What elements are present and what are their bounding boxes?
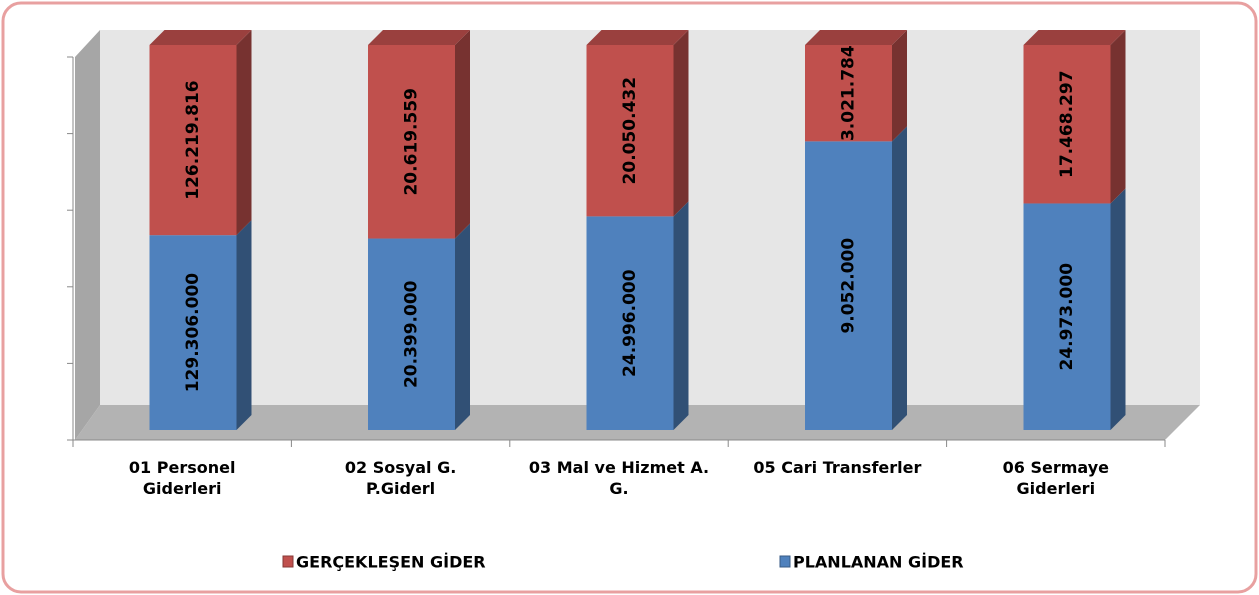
legend-label: PLANLANAN GİDER <box>793 553 964 572</box>
x-tick-label: 01 Personel Giderleri <box>128 458 236 498</box>
data-label: 3.021.784 <box>839 45 859 141</box>
data-label: 17.468.297 <box>1057 70 1077 178</box>
bar-side <box>236 30 252 236</box>
bar-front <box>586 45 674 217</box>
bar-side <box>1110 30 1126 204</box>
bar-side <box>455 30 470 239</box>
bar-segment <box>1023 30 1126 204</box>
data-label: 20.399.000 <box>402 280 422 388</box>
bar-front <box>586 216 674 430</box>
bar-segment <box>368 30 470 239</box>
bar-front <box>149 45 237 236</box>
bar-front <box>149 235 237 430</box>
legend-swatch <box>282 555 294 568</box>
bar-side <box>1110 188 1126 430</box>
bar-front <box>805 45 892 142</box>
bar-segment <box>1023 188 1126 430</box>
bar-side <box>236 220 252 430</box>
bar-segment <box>149 220 252 430</box>
bar-front <box>1023 45 1111 204</box>
bar-top <box>805 30 907 45</box>
x-tick-label: 06 Sermaye Giderleri <box>1002 458 1109 498</box>
bar-segment <box>586 201 689 430</box>
bar-segment <box>149 30 252 236</box>
bar-front <box>805 141 892 430</box>
bar-top <box>149 30 252 45</box>
data-label: 20.619.559 <box>402 88 422 196</box>
bar-front <box>368 45 455 239</box>
bar-front <box>1023 203 1111 430</box>
data-label: 24.996.000 <box>620 269 640 377</box>
bar-top <box>1023 30 1126 45</box>
x-tick-label: 02 Sosyal G. P.Giderl <box>344 458 457 498</box>
bar-segment <box>368 223 470 430</box>
bar-segment <box>805 30 907 142</box>
bar-side <box>892 126 907 430</box>
bar-segment <box>586 30 689 217</box>
bar-side <box>455 223 470 430</box>
bar-front <box>368 238 455 430</box>
bar-top <box>586 30 689 45</box>
bar-segment <box>805 126 907 430</box>
data-label: 126.219.816 <box>183 80 203 199</box>
legend-swatch <box>779 555 791 568</box>
data-label: 9.052.000 <box>839 238 859 334</box>
side-wall <box>75 30 100 440</box>
bar-side <box>892 30 907 142</box>
bar-top <box>368 30 470 45</box>
data-label: 20.050.432 <box>620 77 640 185</box>
data-label: 24.973.000 <box>1057 263 1077 371</box>
bar-side <box>673 201 689 430</box>
x-tick-label: 03 Mal ve Hizmet A. G. <box>528 458 710 498</box>
x-tick-label: 05 Cari Transferler <box>753 458 922 477</box>
data-label: 129.306.000 <box>183 273 203 393</box>
bar-side <box>673 30 689 217</box>
legend-label: GERÇEKLEŞEN GİDER <box>296 553 486 572</box>
